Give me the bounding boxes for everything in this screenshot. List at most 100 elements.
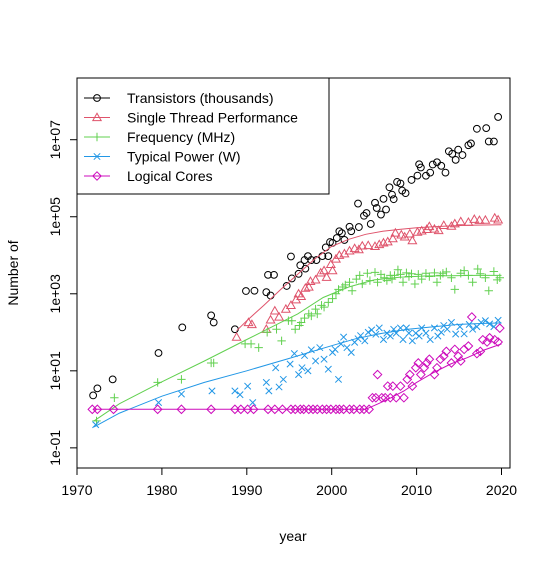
data-point [248, 404, 259, 415]
data-point [244, 382, 252, 390]
data-point [396, 179, 405, 188]
data-point [363, 240, 374, 250]
data-point [264, 270, 272, 279]
data-point [438, 220, 449, 229]
data-point [355, 271, 364, 280]
data-point [274, 311, 285, 321]
legend-label: Logical Cores [127, 168, 213, 184]
data-point [469, 325, 477, 333]
data-point [286, 360, 294, 368]
data-point [441, 346, 452, 357]
data-point [92, 421, 100, 429]
data-point [153, 378, 162, 387]
data-point [337, 229, 346, 238]
legend-box [76, 77, 330, 195]
data-point [387, 233, 398, 243]
data-point [382, 205, 390, 214]
x-tick-label: 1970 [61, 482, 92, 498]
legend-label: Single Thread Performance [127, 110, 298, 126]
data-point [473, 264, 482, 274]
data-point [209, 358, 218, 368]
data-point [386, 332, 394, 340]
data-point [152, 404, 163, 415]
data-point [388, 190, 396, 199]
data-point [465, 320, 473, 328]
data-point [282, 282, 291, 290]
legend-marker [92, 132, 102, 142]
data-point [334, 404, 345, 415]
data-point [307, 346, 315, 354]
data-point [446, 220, 457, 230]
data-point [303, 404, 314, 415]
data-point [425, 272, 434, 281]
data-point [347, 227, 356, 236]
data-point [154, 399, 163, 407]
data-point [417, 274, 426, 284]
data-point [390, 227, 401, 237]
data-point [426, 168, 435, 177]
data-point [275, 383, 283, 391]
data-point [349, 243, 360, 253]
data-point [319, 265, 330, 275]
data-point [339, 248, 350, 258]
data-point [262, 328, 272, 337]
data-point [286, 404, 296, 415]
data-point [319, 302, 329, 312]
data-point [463, 341, 474, 351]
legend-item: Transistors (thousands) [84, 90, 274, 106]
data-point [376, 270, 386, 279]
data-point [277, 404, 288, 415]
y-tick-label: 1e-01 [47, 430, 63, 466]
data-point [321, 404, 332, 415]
data-point [207, 311, 216, 320]
data-point [231, 325, 239, 334]
data-point [494, 113, 503, 121]
data-point [354, 223, 363, 231]
data-point [379, 194, 388, 203]
data-point [307, 256, 316, 264]
data-point [424, 354, 435, 365]
data-point [484, 137, 493, 146]
data-point [481, 273, 490, 282]
legend-item: Logical Cores [84, 168, 213, 184]
data-point [456, 323, 464, 331]
data-point [254, 343, 263, 352]
data-point [272, 325, 281, 334]
data-point [154, 349, 163, 357]
data-point [341, 280, 350, 290]
data-point [385, 183, 394, 192]
data-point [430, 324, 438, 332]
data-point [242, 287, 250, 295]
y-tick-label: 1e+05 [47, 197, 63, 237]
data-point [448, 149, 457, 158]
data-point [379, 335, 388, 344]
data-point [334, 285, 343, 294]
data-point [231, 331, 242, 341]
data-point [459, 266, 469, 275]
trend-line [236, 224, 502, 332]
data-point [447, 273, 456, 282]
legend-marker [92, 171, 102, 181]
legend-marker [93, 94, 101, 102]
data-point [315, 267, 326, 277]
trend-line [93, 322, 502, 428]
data-point [108, 404, 119, 415]
data-point [206, 404, 217, 415]
data-point [398, 392, 409, 403]
x-tick-label: 1980 [146, 482, 177, 498]
data-point [460, 330, 468, 338]
data-point [493, 337, 504, 347]
data-point [279, 375, 287, 383]
data-point [208, 387, 216, 395]
data-point [464, 141, 473, 150]
data-point [378, 237, 389, 247]
x-axis-label: year [279, 528, 307, 544]
data-point [246, 339, 256, 349]
data-point [494, 316, 502, 324]
data-point [316, 344, 324, 352]
data-point [455, 216, 466, 226]
data-point [429, 369, 440, 380]
data-point [295, 404, 306, 415]
data-point [486, 320, 494, 328]
data-point [296, 318, 306, 327]
